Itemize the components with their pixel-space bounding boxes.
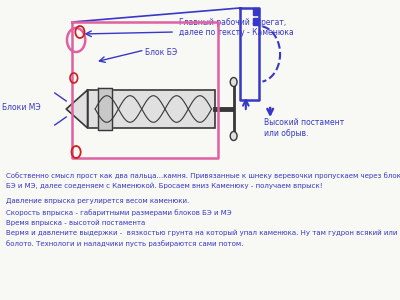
Text: Время впрыска - высотой постамента: Время впрыска - высотой постамента xyxy=(6,219,145,226)
Bar xyxy=(88,90,215,128)
Text: болото. Технологи и наладчики пусть разбираются сами потом.: болото. Технологи и наладчики пусть разб… xyxy=(6,240,244,247)
Text: Блоки МЭ: Блоки МЭ xyxy=(2,103,40,112)
Text: Высокий постамент
или обрыв.: Высокий постамент или обрыв. xyxy=(264,118,344,138)
Circle shape xyxy=(230,77,237,86)
Text: БЭ и МЭ, далее соеденяем с Каменюкой. Бросаем вниз Каменюку - получаем впрыск!: БЭ и МЭ, далее соеденяем с Каменюкой. Бр… xyxy=(6,182,323,189)
Text: Скорость впрыска - габаритными размерами блоков БЭ и МЭ: Скорость впрыска - габаритными размерами… xyxy=(6,209,232,216)
Text: Блок БЭ: Блок БЭ xyxy=(145,48,177,57)
Polygon shape xyxy=(98,88,112,130)
Polygon shape xyxy=(253,8,259,15)
Text: Собственно смысл прост как два пальца...камня. Привязанные к шнеку веревочки про: Собственно смысл прост как два пальца...… xyxy=(6,172,400,179)
Circle shape xyxy=(230,131,237,140)
Text: Давление впрыска регулирется весом каменюки.: Давление впрыска регулирется весом камен… xyxy=(6,198,189,204)
Polygon shape xyxy=(253,18,259,25)
Text: Главный рабочий агрегат,
далее по тексту - Каменюка: Главный рабочий агрегат, далее по тексту… xyxy=(179,18,294,38)
Polygon shape xyxy=(66,90,88,128)
Text: Вермя и давлените выдержки -  вязкостью грунта на который упал каменюка. Ну там : Вермя и давлените выдержки - вязкостью г… xyxy=(6,230,398,236)
